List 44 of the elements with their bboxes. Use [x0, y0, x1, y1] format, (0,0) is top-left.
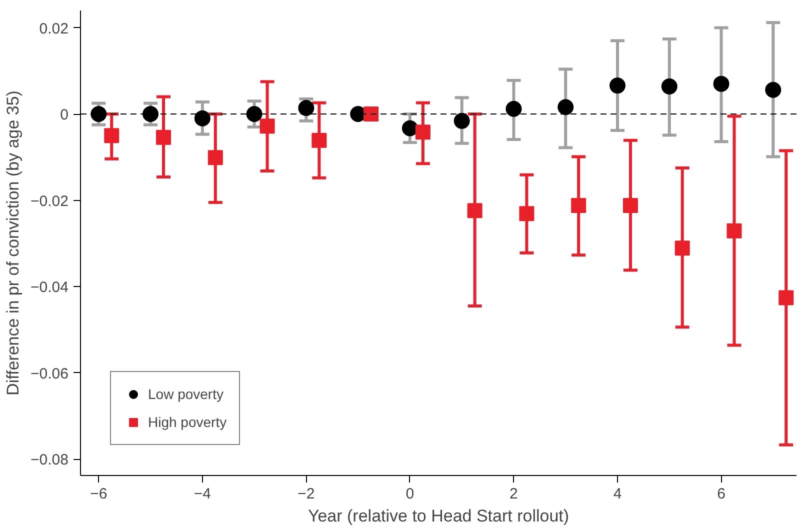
point — [156, 130, 172, 145]
y-tick-label: −0.04 — [30, 279, 69, 296]
y-tick-label: 0 — [60, 106, 68, 124]
point — [467, 203, 482, 218]
point — [661, 78, 678, 94]
point — [506, 100, 522, 117]
legend-label: High poverty — [148, 414, 227, 430]
y-tick-label: −0.06 — [30, 365, 69, 382]
point — [246, 106, 262, 122]
legend-label: Low poverty — [148, 386, 224, 402]
point — [778, 290, 794, 306]
x-tick-label: −4 — [194, 486, 211, 502]
point — [713, 76, 730, 92]
y-tick-label: −0.08 — [30, 452, 69, 469]
x-tick-label: −6 — [90, 486, 108, 502]
point — [90, 106, 107, 122]
x-tick-label: 2 — [510, 486, 518, 502]
point — [194, 110, 210, 126]
point — [726, 223, 742, 238]
point — [765, 82, 782, 98]
y-tick-label: 0.02 — [39, 20, 69, 38]
y-tick-label: −0.02 — [30, 192, 69, 210]
point — [312, 132, 327, 148]
x-tick-label: 0 — [406, 486, 414, 502]
point — [142, 106, 159, 122]
x-tick-label: 6 — [717, 486, 726, 502]
point — [415, 124, 430, 140]
point — [402, 120, 418, 136]
point — [364, 106, 379, 122]
point — [298, 100, 314, 116]
x-tick-label: −2 — [298, 486, 315, 502]
point — [558, 99, 574, 116]
point — [622, 198, 638, 213]
point — [610, 78, 626, 94]
x-tick-label: 4 — [613, 486, 622, 502]
point — [260, 118, 275, 134]
point — [674, 240, 690, 256]
point — [519, 206, 534, 222]
point — [571, 198, 586, 213]
point — [104, 128, 120, 144]
y-axis-title: Difference in pr of conviction (by age 35) — [4, 90, 23, 396]
point — [208, 150, 223, 166]
x-axis-title: Year (relative to Head Start rollout) — [308, 506, 570, 526]
point — [454, 112, 470, 129]
